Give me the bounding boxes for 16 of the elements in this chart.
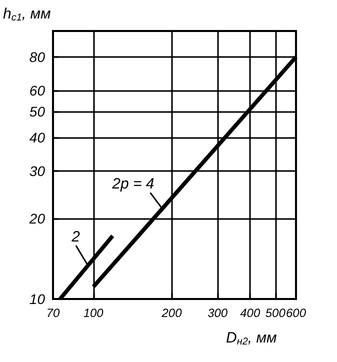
series-label: 2p = 4 — [111, 176, 154, 193]
y-tick-label: 20 — [28, 210, 46, 226]
y-tick-label: 30 — [29, 163, 46, 180]
x-tick-label: 200 — [160, 306, 182, 320]
x-tick-label: 70 — [46, 306, 60, 320]
y-tick-label: 40 — [29, 130, 46, 146]
x-tick-label: 500 — [265, 306, 286, 320]
y-tick-label: 50 — [29, 104, 46, 120]
y-tick-label: 80 — [29, 48, 46, 65]
x-tick-label: 400 — [240, 306, 260, 320]
x-tick-label: 600 — [286, 306, 306, 320]
series-label: 2 — [70, 228, 81, 246]
x-tick-label: 300 — [208, 306, 228, 320]
x-tick-label: 100 — [83, 306, 104, 320]
y-tick-label: 10 — [29, 291, 46, 307]
y-tick-label: 60 — [29, 82, 46, 98]
